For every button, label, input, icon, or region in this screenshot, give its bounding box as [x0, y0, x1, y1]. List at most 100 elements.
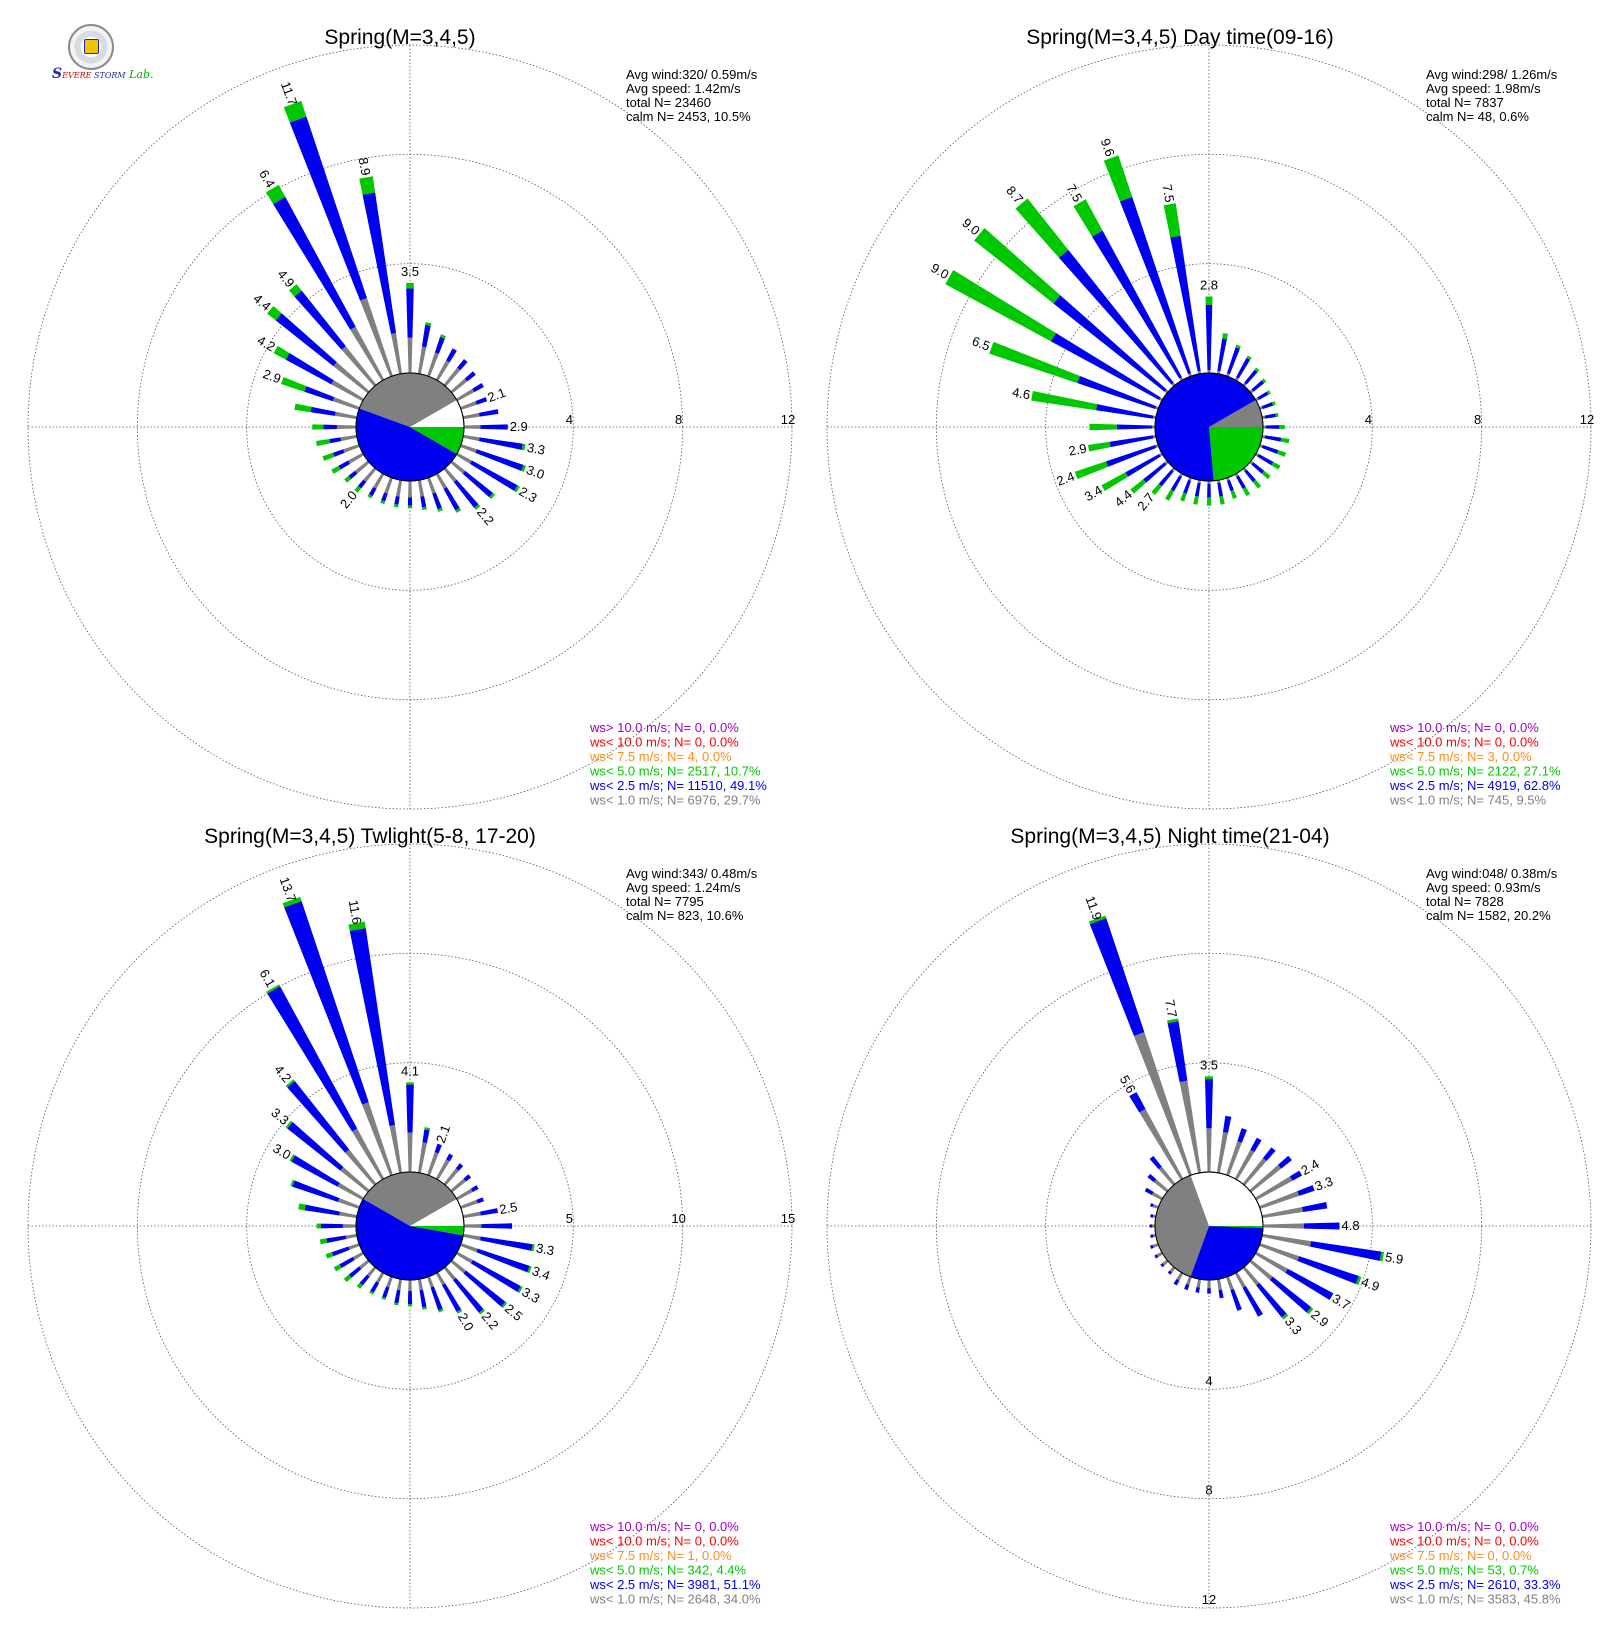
bar-segment-lt2_5 [1143, 462, 1167, 483]
bar-segment-lt5 [1151, 483, 1162, 495]
bar-segment-lt1 [1261, 1206, 1303, 1219]
bar-segment-lt5 [322, 452, 335, 461]
bar-segment-lt1 [362, 1102, 393, 1176]
bar-segment-lt5 [393, 1302, 399, 1306]
bar-segment-lt1 [408, 480, 412, 498]
bar-segment-lt5 [531, 1244, 535, 1252]
bar-segment-lt1 [450, 1259, 466, 1274]
bar-segment-lt5 [514, 485, 520, 493]
bar-segment-lt1 [354, 460, 370, 474]
bar-segment-lt1 [460, 401, 477, 410]
bar-segment-lt5 [1222, 333, 1229, 340]
bar-segment-lt5 [1271, 461, 1281, 470]
bar-segment-lt5 [489, 492, 496, 500]
bar-segment-lt2_5 [359, 1274, 370, 1286]
bar-segment-lt1 [376, 1272, 385, 1284]
bar-segment-lt2_5 [294, 290, 346, 350]
calm-slice-lt5 [1209, 1226, 1263, 1228]
bar-segment-lt2_5 [1261, 402, 1274, 410]
bar-segment-lt1 [460, 1199, 478, 1209]
bar-segment-lt2_5 [338, 460, 351, 470]
calm-slice-lt1 [1209, 400, 1263, 427]
bar-segment-lt5 [369, 1290, 374, 1295]
bar-value-label: 2.9 [261, 366, 283, 386]
bar-segment-lt2_5 [1167, 1270, 1173, 1275]
bar-segment-lt1 [417, 479, 425, 497]
bar-segment-lt1 [1259, 1243, 1300, 1261]
bar-segment-lt1 [386, 1276, 393, 1288]
bar-segment-lt2_5 [304, 386, 335, 402]
bar-segment-lt1 [348, 452, 364, 464]
bar-segment-lt5 [266, 984, 281, 994]
bar-segment-lt1 [352, 1251, 364, 1260]
bar-segment-lt2_5 [1183, 479, 1192, 494]
bar-segment-lt1 [1262, 1223, 1304, 1229]
bar-segment-lt1 [363, 467, 377, 483]
bar-value-label: 3.5 [1200, 1057, 1218, 1072]
bar-segment-lt1 [1262, 425, 1266, 429]
legend-entry-lt7_5: ws< 7.5 m/s; N= 4, 0.0% [589, 749, 732, 764]
bar-segment-lt1 [456, 452, 472, 464]
bar-segment-lt5 [265, 184, 286, 204]
bar-segment-lt1 [1242, 467, 1247, 472]
bar-value-label: 3.4 [1082, 482, 1105, 504]
legend-entry-lt1: ws< 1.0 m/s; N= 3583, 45.8% [1389, 1592, 1561, 1607]
bar-segment-lt1 [1169, 1266, 1176, 1273]
bar-value-label: 2.9 [1067, 441, 1087, 459]
bar-segment-lt1 [417, 1278, 424, 1291]
stats-line: Avg speed: 0.93m/s [1426, 880, 1541, 895]
bar-segment-lt5 [273, 345, 290, 360]
bar-segment-lt5 [1355, 1275, 1362, 1285]
bar-segment-lt2_5 [332, 449, 345, 457]
bar-segment-lt5 [1180, 492, 1187, 502]
bar-segment-lt2_5 [421, 324, 431, 348]
bar-segment-lt2_5 [1149, 1244, 1154, 1249]
bar-segment-lt1 [1249, 1259, 1273, 1280]
bar-segment-lt2_5 [1207, 1288, 1211, 1294]
panel-title: Spring(M=3,4,5) [324, 26, 475, 49]
bar-segment-lt2_5 [1250, 1137, 1262, 1153]
bar-segment-lt5 [478, 1308, 485, 1315]
bar-segment-lt2_5 [422, 1129, 430, 1144]
bar-segment-lt1 [462, 1211, 481, 1219]
bar-segment-lt1 [1156, 1251, 1163, 1258]
bar-segment-lt1 [1206, 1128, 1212, 1173]
radial-tick-label: 4 [566, 412, 573, 427]
bar-segment-lt2_5 [1237, 1128, 1247, 1143]
bar-value-label: 8.9 [356, 156, 374, 176]
bar-segment-lt5 [290, 1179, 295, 1187]
bar-segment-lt2_5 [1170, 475, 1182, 492]
bar-segment-lt2_5 [348, 1266, 362, 1278]
bar-segment-lt5 [501, 1301, 508, 1309]
bar-segment-lt2_5 [434, 336, 445, 354]
bar-segment-lt5 [421, 506, 427, 511]
bar-value-label: 3.3 [535, 1240, 555, 1258]
bar-segment-lt5 [1089, 423, 1117, 431]
legend-entry-lt10: ws< 10.0 m/s; N= 0, 0.0% [589, 735, 739, 750]
bar-segment-lt2_5 [1149, 1155, 1162, 1170]
bar-segment-lt2_5 [1303, 1222, 1340, 1230]
bar-segment-lt1 [1152, 1204, 1159, 1209]
bar-segment-lt1 [333, 362, 370, 394]
bar-segment-lt2_5 [348, 470, 358, 480]
bar-segment-lt2_5 [432, 492, 442, 510]
bar-segment-lt2_5 [463, 1270, 506, 1307]
bar-segment-lt5 [1235, 344, 1241, 349]
bar-segment-lt2_5 [480, 1208, 499, 1216]
bar-segment-lt1 [1234, 1272, 1246, 1288]
stats-line: total N= 7795 [626, 894, 704, 909]
bar-segment-lt2_5 [457, 359, 468, 371]
legend-entry-lt1: ws< 1.0 m/s; N= 2648, 34.0% [589, 1592, 761, 1607]
legend-entry-lt10: ws< 10.0 m/s; N= 0, 0.0% [589, 1534, 739, 1549]
bar-segment-lt2_5 [481, 1223, 513, 1229]
bar-segment-lt1 [427, 352, 439, 377]
bar-segment-lt1 [427, 1276, 434, 1288]
panel-title: Spring(M=3,4,5) Night time(21-04) [1010, 825, 1329, 848]
bar-segment-lt5 [945, 270, 1056, 342]
bar-segment-lt1 [350, 326, 385, 381]
bar-segment-lt2_5 [1256, 1282, 1287, 1318]
calm-disc-outline [1154, 372, 1264, 482]
bar-segment-lt1 [1171, 382, 1176, 387]
bar-segment-lt2_5 [407, 1290, 413, 1305]
